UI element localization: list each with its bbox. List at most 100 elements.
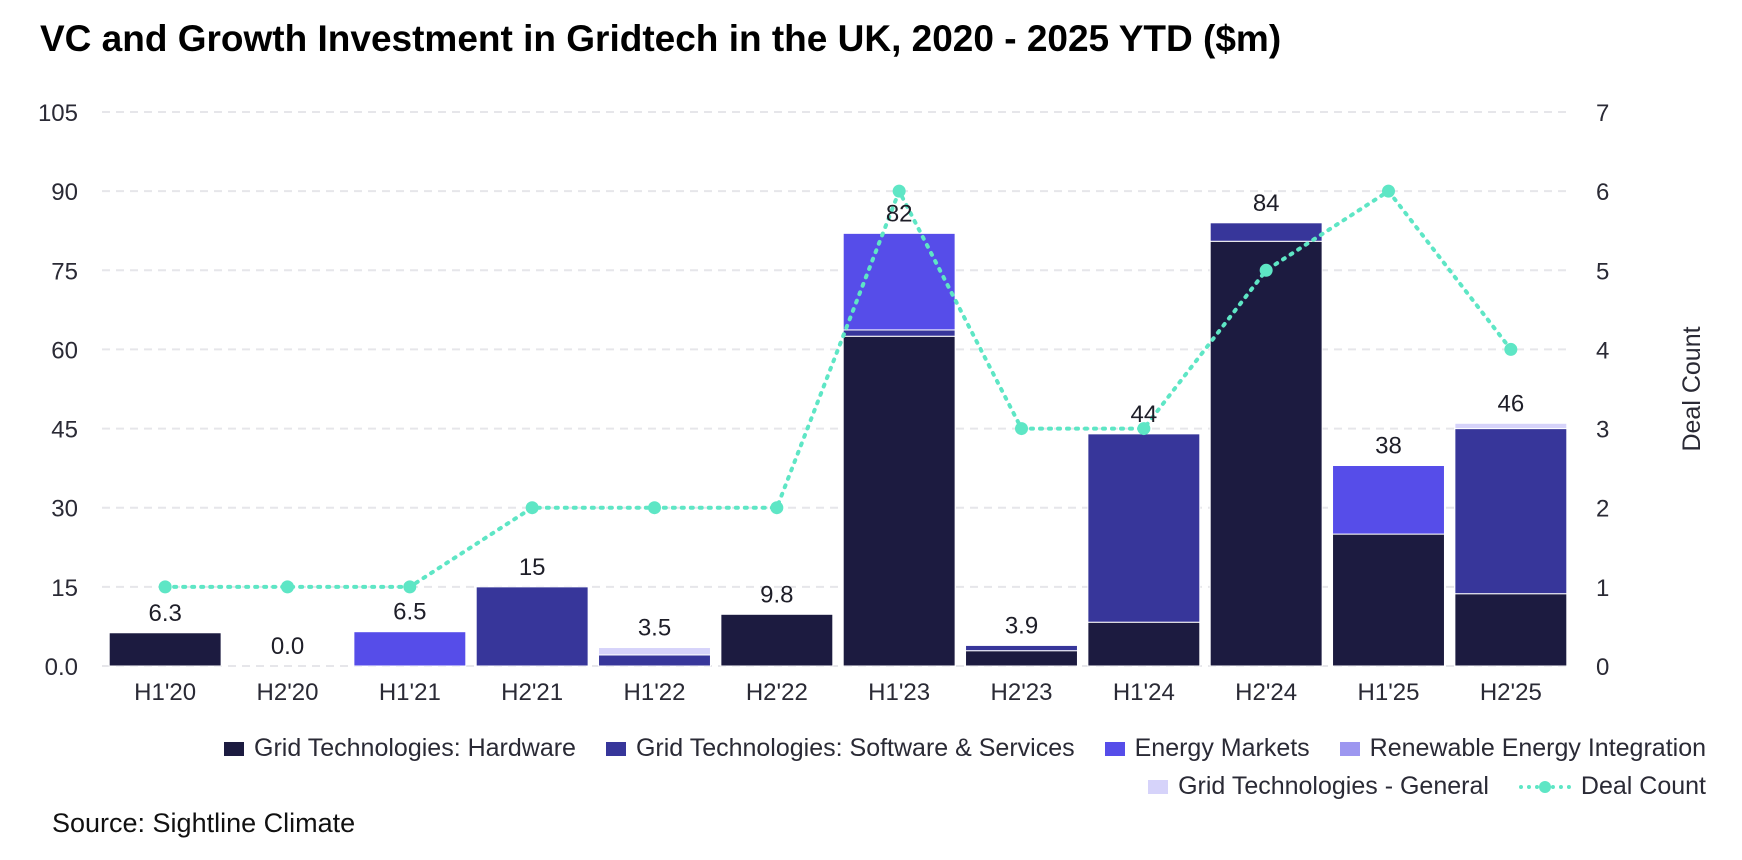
bar-total-label: 6.5 [393,599,426,626]
legend-item-hardware[interactable]: Grid Technologies: Hardware [224,734,576,763]
x-tick-label: H1'23 [868,679,930,706]
x-tick-label: H1'22 [624,679,686,706]
x-tick-label: H1'24 [1113,679,1175,706]
bar-segment [842,329,956,337]
chart-title: VC and Growth Investment in Gridtech in … [40,18,1282,59]
y-right-tick-label: 5 [1596,258,1609,285]
x-tick-label: H2'23 [991,679,1053,706]
bar-total-label: 84 [1253,190,1280,217]
bar-total-label: 46 [1497,390,1524,417]
bar-segment [1332,465,1445,535]
deal-count-point [1015,422,1028,436]
legend-item-deal-count[interactable]: Deal Count [1518,772,1706,801]
y-right-tick-label: 0 [1596,654,1609,681]
y-left-tick-label: 0.0 [45,654,78,681]
legend-row-1: Grid Technologies: Hardware Grid Technol… [224,734,1706,763]
bar-segment [353,631,467,667]
bar-segment [1454,593,1568,667]
deal-count-point [770,501,784,515]
bar-total-label: 15 [519,554,546,581]
y-left-tick-label: 60 [51,337,78,364]
y-left-tick-label: 90 [51,179,78,206]
x-tick-label: H2'20 [257,679,319,706]
deal-count-point [648,501,661,515]
deal-count-point [1504,342,1518,356]
bar-segment [598,654,711,667]
legend-swatch-grid-general [1148,779,1169,794]
bar-segment [1332,533,1445,667]
bar-segment [965,644,1078,652]
y-right-tick-label: 7 [1596,100,1609,127]
bar-total-label: 3.5 [638,615,671,642]
deal-count-line [158,184,1518,594]
deal-count-point [525,501,539,515]
deal-count-point [892,184,906,198]
deal-count-point [158,580,172,594]
data-labels: 6.3 0.0 6.5 15 3.5 9.8 82 3.9 44 84 38 46 [148,190,1524,660]
legend-swatch-software-services [605,741,626,756]
x-tick-label: H2'22 [746,679,808,706]
bar-segment [720,613,834,667]
bar-total-label: 44 [1130,401,1157,428]
y-left-tick-label: 45 [51,417,78,444]
x-tick-label: H2'25 [1480,679,1542,706]
y-right-tick-label: 6 [1596,179,1609,206]
bar-segment [1454,428,1568,595]
y-left-tick-label: 15 [51,575,78,602]
y-left-tick-label: 30 [51,496,78,523]
legend-label-renewable-integration: Renewable Energy Integration [1369,734,1706,762]
bar-segment [1087,433,1201,623]
bar-segment [1209,240,1323,667]
legend-label-grid-general: Grid Technologies - General [1178,772,1489,800]
bar-total-label: 82 [886,200,913,227]
y-right-tick-label: 3 [1596,417,1609,444]
y-left-tick-label: 75 [51,258,78,285]
legend-label-energy-markets: Energy Markets [1134,734,1310,762]
deal-count-point [1137,422,1151,436]
legend-row-2: Grid Technologies - General Deal Count [1148,772,1706,801]
bars [108,222,1568,667]
x-tick-label: H1'21 [379,679,441,706]
y-left-tick-label: 105 [38,100,78,127]
legend-swatch-energy-markets [1104,741,1125,756]
legend-label-deal-count: Deal Count [1580,772,1706,800]
legend-line-deal-count-icon [1518,780,1571,793]
x-tick-label: H1'20 [134,679,196,706]
legend-item-software-services[interactable]: Grid Technologies: Software & Services [605,734,1075,763]
legend-swatch-renewable-integration [1339,741,1360,756]
legend-swatch-hardware [224,741,245,756]
bar-segment [842,335,956,667]
legend-item-renewable-integration[interactable]: Renewable Energy Integration [1339,734,1706,763]
legend-item-grid-general[interactable]: Grid Technologies - General [1148,772,1489,801]
y-right-tick-label: 4 [1596,337,1609,364]
x-tick-label: H2'21 [501,679,563,706]
legend-label-hardware: Grid Technologies: Hardware [254,734,576,762]
bar-total-label: 38 [1375,433,1402,460]
bar-total-label: 0.0 [271,633,304,660]
x-tick-label: H1'25 [1358,679,1420,706]
legend-item-energy-markets[interactable]: Energy Markets [1104,734,1310,763]
legend-label-software-services: Grid Technologies: Software & Services [635,734,1075,762]
deal-count-point [1382,184,1395,198]
bar-segment [1209,222,1323,242]
deal-count-point [281,580,294,594]
bar-segment [842,232,956,331]
bar-segment [598,647,711,656]
bar-segment [475,586,589,667]
bar-total-label: 6.3 [148,600,181,627]
source-note: Source: Sightline Climate [52,808,356,838]
bar-segment [1087,621,1201,667]
y-right-tick-label: 1 [1596,575,1609,602]
bar-total-label: 9.8 [760,581,793,608]
y-right-axis-title: Deal Count [1678,326,1706,451]
y-right-tick-label: 2 [1596,496,1609,523]
bar-segment [965,650,1078,667]
deal-count-point [1259,263,1273,277]
x-tick-label: H2'24 [1235,679,1297,706]
bar-total-label: 3.9 [1005,612,1038,639]
deal-count-point [403,580,417,594]
deal-count-polyline [163,186,1513,589]
bar-segment [1454,422,1568,430]
